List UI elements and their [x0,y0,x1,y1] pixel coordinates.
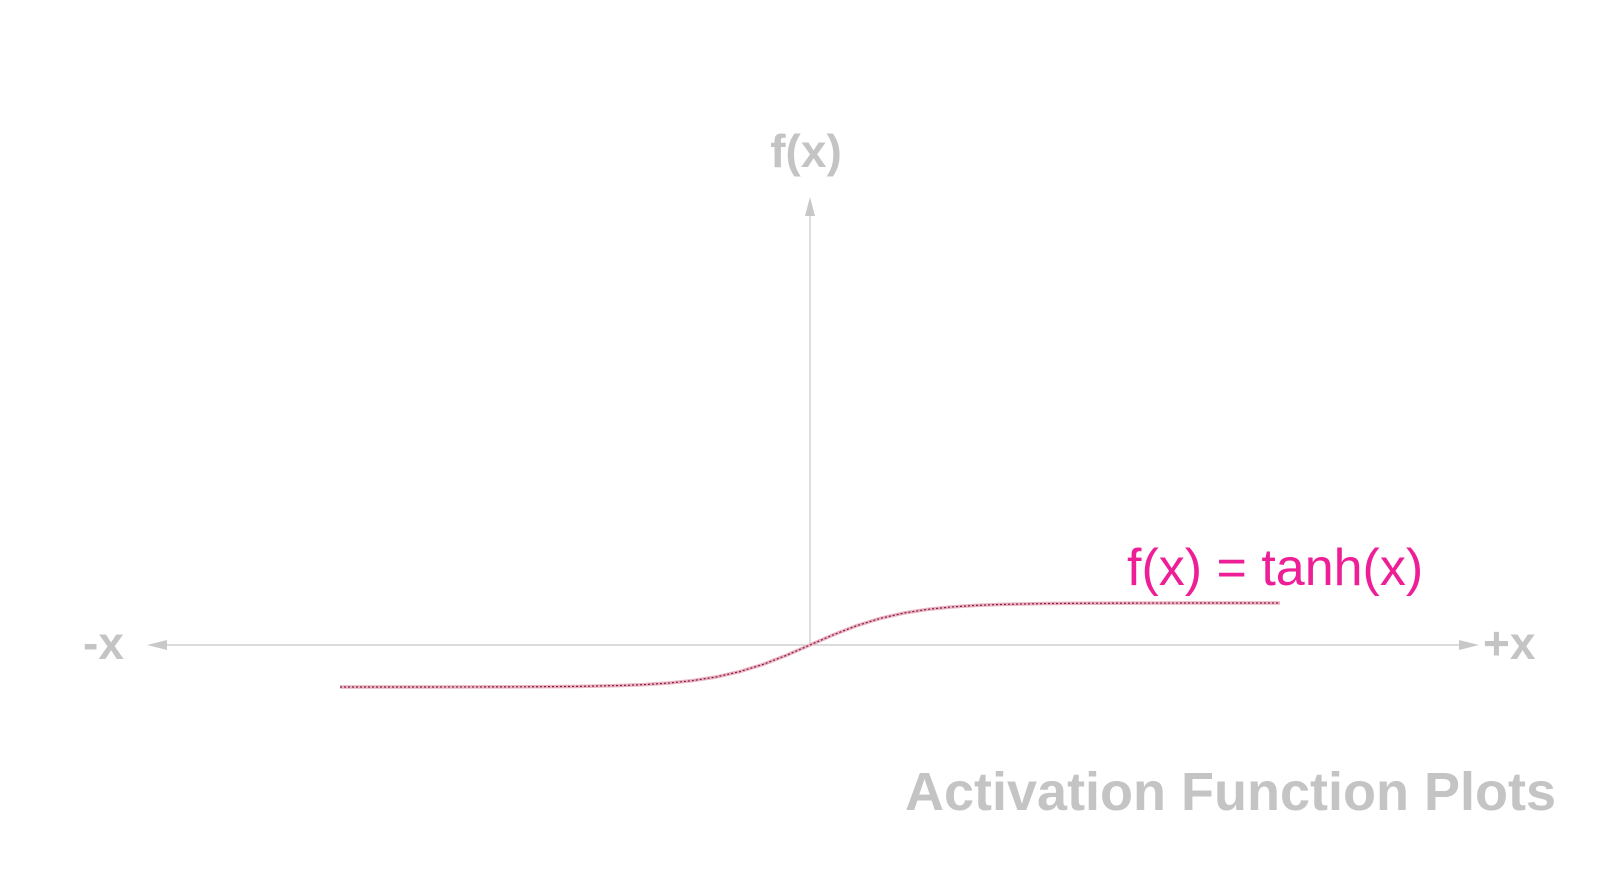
x-axis-left-arrow-icon [147,640,167,650]
series-group [339,601,1281,689]
x-axis-positive-label: +x [1483,617,1536,669]
series-line-0-inner [339,602,1281,688]
chart-title: Activation Function Plots [905,762,1556,822]
x-axis-negative-label: -x [83,617,124,669]
y-axis-up-arrow-icon [805,197,815,216]
y-axis-label: f(x) [770,125,842,177]
series-label: f(x) = tanh(x) [1127,539,1423,597]
x-axis-right-arrow-icon [1459,640,1479,650]
